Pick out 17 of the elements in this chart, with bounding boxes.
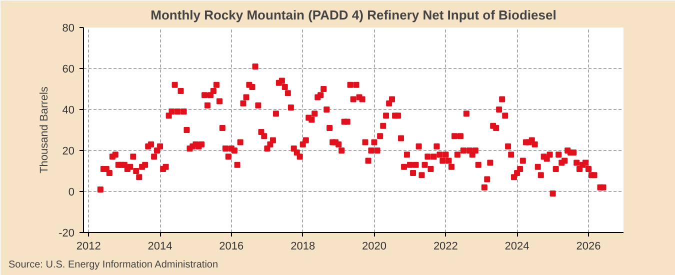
y-tick-label: 20 <box>62 146 75 158</box>
y-tick-label: 40 <box>62 104 75 116</box>
y-tick-label: 80 <box>62 22 75 34</box>
x-tick-label: 2014 <box>148 240 172 252</box>
x-tick-label: 2018 <box>290 240 316 252</box>
source-note: Source: U.S. Energy Information Administration <box>8 260 218 270</box>
y-tick-label: -20 <box>58 228 75 240</box>
x-tick-label: 2022 <box>433 240 458 252</box>
x-tick-label: 2026 <box>576 240 601 252</box>
y-axis-title: Thousand Barrels <box>38 86 51 174</box>
x-tick-label: 2012 <box>76 240 101 252</box>
chart-title: Monthly Rocky Mountain (PADD 4) Refinery Net Input of Biodiesel <box>150 8 556 22</box>
y-tick-label: 0 <box>68 186 75 198</box>
x-tick-label: 2024 <box>504 240 530 252</box>
x-tick-label: 2016 <box>219 240 244 252</box>
x-tick-label: 2020 <box>362 240 386 252</box>
y-tick-label: 60 <box>62 64 75 76</box>
